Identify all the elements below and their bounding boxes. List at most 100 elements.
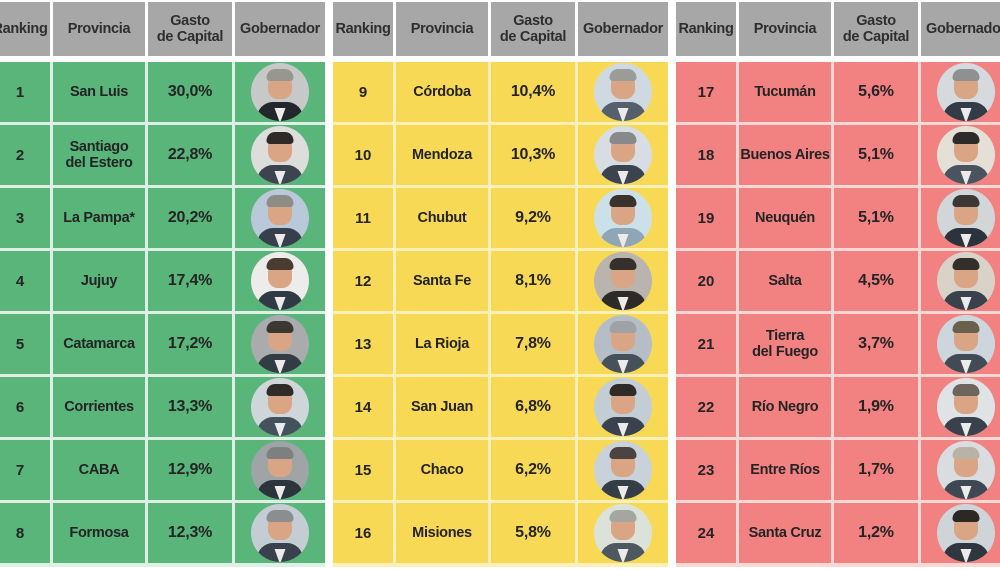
governor-photo-cell bbox=[578, 125, 668, 185]
governor-photo bbox=[251, 504, 309, 562]
table-row: 5 Catamarca 17,2% bbox=[0, 314, 325, 374]
capital-spending-value-cell: 5,8% bbox=[491, 503, 575, 563]
governor-hair bbox=[609, 195, 637, 207]
governor-shirt bbox=[960, 171, 972, 184]
province-cell: Salta bbox=[739, 251, 831, 311]
governor-shirt bbox=[617, 297, 629, 310]
capital-spending-value-cell: 30,0% bbox=[148, 62, 232, 122]
rank-cell: 10 bbox=[333, 125, 393, 185]
governor-photo-cell bbox=[235, 440, 325, 500]
rank-cell: 22 bbox=[676, 377, 736, 437]
rank-cell: 23 bbox=[676, 440, 736, 500]
table-row: 8 Formosa 12,3% bbox=[0, 503, 325, 563]
governor-photo bbox=[251, 189, 309, 247]
table-row: 12 Santa Fe 8,1% bbox=[333, 251, 668, 311]
ranking-table-9-16: Ranking Provincia Gasto de Capital Gober… bbox=[333, 2, 668, 567]
governor-shirt bbox=[274, 297, 286, 310]
capital-spending-value-cell: 12,9% bbox=[148, 440, 232, 500]
governor-photo bbox=[251, 378, 309, 436]
governor-photo-cell bbox=[921, 440, 1000, 500]
governor-hair bbox=[952, 132, 980, 144]
governor-photo-cell bbox=[921, 503, 1000, 563]
province-cell: Córdoba bbox=[396, 62, 488, 122]
governor-hair bbox=[266, 69, 294, 81]
governor-hair bbox=[609, 384, 637, 396]
rank-cell: 13 bbox=[333, 314, 393, 374]
province-cell: Chaco bbox=[396, 440, 488, 500]
rank-cell: 21 bbox=[676, 314, 736, 374]
rank-cell: 19 bbox=[676, 188, 736, 248]
governor-hair bbox=[609, 258, 637, 270]
column-header-provincia: Provincia bbox=[53, 2, 145, 56]
table-row: 15 Chaco 6,2% bbox=[333, 440, 668, 500]
table-row: 13 La Rioja 7,8% bbox=[333, 314, 668, 374]
province-cell: La Rioja bbox=[396, 314, 488, 374]
table-row: 20 Salta 4,5% bbox=[676, 251, 1000, 311]
governor-shirt bbox=[960, 486, 972, 499]
governor-photo bbox=[251, 126, 309, 184]
governor-photo-cell bbox=[921, 314, 1000, 374]
capital-spending-value-cell: 7,8% bbox=[491, 314, 575, 374]
governor-photo-cell bbox=[235, 314, 325, 374]
gasto-line2: de Capital bbox=[156, 29, 224, 45]
column-header-gasto-de-capital: Gasto de Capital bbox=[491, 2, 575, 56]
column-header-provincia: Provincia bbox=[396, 2, 488, 56]
governor-hair bbox=[266, 447, 294, 459]
capital-spending-value-cell: 10,4% bbox=[491, 62, 575, 122]
governor-photo bbox=[594, 504, 652, 562]
governor-photo bbox=[594, 63, 652, 121]
governor-photo-cell bbox=[578, 188, 668, 248]
governor-shirt bbox=[274, 234, 286, 247]
governor-shirt bbox=[960, 234, 972, 247]
governor-photo bbox=[251, 441, 309, 499]
capital-spending-value-cell: 1,7% bbox=[834, 440, 918, 500]
ranking-table-17-24: Ranking Provincia Gasto de Capital Gober… bbox=[676, 2, 1000, 567]
ranking-table-1-8: Ranking Provincia Gasto de Capital Gober… bbox=[0, 2, 325, 567]
rank-cell: 14 bbox=[333, 377, 393, 437]
capital-spending-value-cell: 8,1% bbox=[491, 251, 575, 311]
rank-cell: 12 bbox=[333, 251, 393, 311]
column-header-gasto-de-capital: Gasto de Capital bbox=[834, 2, 918, 56]
governor-shirt bbox=[960, 423, 972, 436]
governor-hair bbox=[609, 321, 637, 333]
table-row: 4 Jujuy 17,4% bbox=[0, 251, 325, 311]
rank-cell: 17 bbox=[676, 62, 736, 122]
province-cell: Chubut bbox=[396, 188, 488, 248]
table-row: 19 Neuquén 5,1% bbox=[676, 188, 1000, 248]
governor-photo-cell bbox=[235, 62, 325, 122]
province-cell: Tucumán bbox=[739, 62, 831, 122]
province-cell: Neuquén bbox=[739, 188, 831, 248]
governor-hair bbox=[266, 195, 294, 207]
province-cell: Corrientes bbox=[53, 377, 145, 437]
table-body: 9 Córdoba 10,4% 10 Mendoza 10,3% 11 Chubut 9,2% 1… bbox=[333, 62, 668, 567]
governor-photo bbox=[594, 315, 652, 373]
gasto-line1: Gasto bbox=[170, 13, 210, 29]
capital-spending-value-cell: 1,9% bbox=[834, 377, 918, 437]
capital-spending-value-cell: 3,7% bbox=[834, 314, 918, 374]
governor-shirt bbox=[960, 360, 972, 373]
governor-shirt bbox=[274, 171, 286, 184]
rank-cell: 15 bbox=[333, 440, 393, 500]
governor-shirt bbox=[960, 549, 972, 562]
governor-shirt bbox=[274, 108, 286, 121]
governor-shirt bbox=[960, 297, 972, 310]
governor-shirt bbox=[617, 234, 629, 247]
rank-cell: 3 bbox=[0, 188, 50, 248]
table-body: 17 Tucumán 5,6% 18 Buenos Aires 5,1% 19 Neuquén… bbox=[676, 62, 1000, 567]
rank-cell: 16 bbox=[333, 503, 393, 563]
table-row: 23 Entre Ríos 1,7% bbox=[676, 440, 1000, 500]
governor-hair bbox=[266, 258, 294, 270]
province-cell: CABA bbox=[53, 440, 145, 500]
table-row: 16 Misiones 5,8% bbox=[333, 503, 668, 563]
column-header-provincia: Provincia bbox=[739, 2, 831, 56]
governor-photo-cell bbox=[921, 188, 1000, 248]
governor-photo-cell bbox=[235, 188, 325, 248]
capital-spending-value-cell: 22,8% bbox=[148, 125, 232, 185]
governor-photo bbox=[937, 315, 995, 373]
governor-photo bbox=[594, 378, 652, 436]
province-cell: Entre Ríos bbox=[739, 440, 831, 500]
governor-photo bbox=[251, 63, 309, 121]
table-row: 17 Tucumán 5,6% bbox=[676, 62, 1000, 122]
rank-cell: 24 bbox=[676, 503, 736, 563]
table-row: 7 CABA 12,9% bbox=[0, 440, 325, 500]
